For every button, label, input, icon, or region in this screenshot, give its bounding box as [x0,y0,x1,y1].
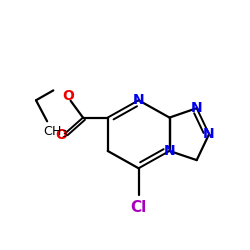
Text: O: O [55,128,67,142]
Text: CH$_3$: CH$_3$ [43,125,68,140]
Text: N: N [133,93,144,107]
Text: Cl: Cl [130,200,147,215]
Text: N: N [164,144,175,158]
Text: N: N [191,101,202,115]
Text: N: N [203,127,215,141]
Text: O: O [62,89,74,103]
